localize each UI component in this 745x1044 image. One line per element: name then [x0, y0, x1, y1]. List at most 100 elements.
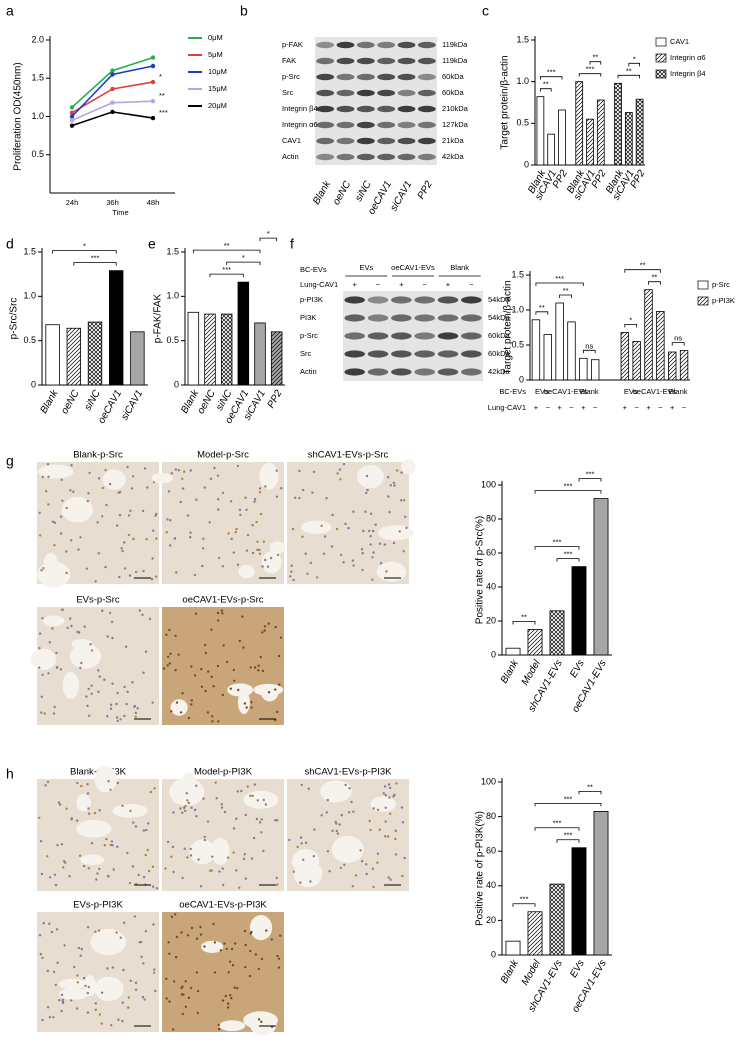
- nucleus: [87, 492, 90, 495]
- blot-band: [316, 57, 335, 65]
- nucleus: [53, 705, 56, 709]
- nucleus: [109, 703, 113, 706]
- nucleus: [347, 526, 350, 530]
- nucleus: [335, 527, 339, 531]
- nucleus: [39, 840, 43, 843]
- group-label: Blank: [580, 387, 599, 396]
- blot-band: [336, 137, 355, 145]
- blot-row-label: p-PI3K: [300, 295, 323, 304]
- blot-group-label: oeCAV1-EVs: [391, 263, 435, 272]
- nucleus: [60, 478, 63, 481]
- blot-band: [397, 121, 416, 129]
- nucleus: [133, 705, 136, 708]
- blot-size-label: 210kDa: [442, 104, 469, 113]
- blot-row-label: p-Src: [300, 331, 318, 340]
- y-tick-label: 0: [519, 374, 524, 384]
- nucleus: [199, 925, 202, 929]
- nucleus: [117, 491, 120, 494]
- y-tick-label: 80: [486, 811, 496, 821]
- bar: [270, 331, 283, 386]
- nucleus: [171, 845, 175, 849]
- nucleus: [338, 468, 342, 471]
- nucleus: [38, 647, 41, 650]
- nucleus: [339, 478, 342, 481]
- nucleus: [385, 570, 388, 573]
- nucleus: [264, 485, 267, 488]
- bar: [579, 357, 588, 381]
- nucleus: [217, 498, 220, 501]
- blot-band: [397, 153, 416, 161]
- nucleus: [270, 556, 273, 560]
- blot-band: [316, 137, 335, 145]
- nucleus: [401, 821, 405, 824]
- point: [150, 115, 156, 121]
- bar: [543, 334, 552, 381]
- significance: **: [543, 80, 549, 89]
- nucleus: [164, 867, 167, 870]
- nucleus: [83, 625, 86, 628]
- nucleus: [325, 497, 328, 500]
- nucleus: [263, 625, 267, 628]
- blot-band: [336, 105, 355, 113]
- bar: [505, 940, 521, 956]
- row-label: BC-EVs: [499, 387, 526, 396]
- significance: ***: [222, 265, 231, 274]
- alveolus: [293, 860, 323, 888]
- nucleus: [98, 809, 101, 812]
- blot-band: [437, 332, 459, 340]
- nucleus: [97, 929, 101, 932]
- nucleus: [94, 1002, 98, 1005]
- nucleus: [221, 867, 224, 870]
- nucleus: [170, 472, 173, 475]
- y-tick-label: 0: [31, 379, 36, 389]
- nucleus: [169, 519, 172, 522]
- nucleus: [100, 1022, 103, 1025]
- nucleus: [53, 521, 57, 524]
- nucleus: [88, 471, 91, 475]
- point: [69, 118, 75, 123]
- blot-band: [414, 368, 435, 376]
- nucleus: [90, 684, 93, 687]
- blot-band: [377, 89, 396, 97]
- nucleus: [86, 704, 89, 707]
- nucleus: [206, 711, 210, 714]
- blot-band: [461, 332, 482, 340]
- legend-swatch: [655, 53, 667, 63]
- nucleus: [168, 662, 171, 665]
- nucleus: [202, 537, 205, 540]
- nucleus: [48, 1016, 52, 1019]
- blot-sign: −: [469, 280, 474, 289]
- nucleus: [151, 865, 155, 868]
- nucleus: [128, 574, 132, 577]
- significance: ***: [586, 65, 595, 74]
- nucleus: [361, 552, 364, 555]
- blot-size-label: 119kDa: [442, 40, 468, 49]
- nucleus: [110, 840, 114, 843]
- blot-band: [316, 153, 335, 161]
- blot-band: [356, 153, 375, 161]
- blot-sign: +: [352, 280, 357, 289]
- nucleus: [256, 548, 259, 551]
- alveolus: [37, 561, 71, 588]
- nucleus: [226, 660, 229, 664]
- nucleus: [97, 669, 100, 672]
- alveolus: [102, 469, 126, 490]
- nucleus: [299, 836, 303, 839]
- nucleus: [70, 539, 73, 542]
- alveolus: [61, 496, 93, 523]
- nucleus: [396, 469, 399, 472]
- nucleus: [255, 520, 258, 524]
- nucleus: [183, 470, 186, 473]
- nucleus: [253, 783, 256, 786]
- nucleus: [199, 933, 203, 936]
- nucleus: [236, 790, 239, 793]
- nucleus: [245, 706, 248, 709]
- nucleus: [186, 799, 189, 802]
- nucleus: [262, 798, 265, 802]
- nucleus: [110, 620, 114, 624]
- nucleus: [384, 794, 387, 797]
- nucleus: [98, 1013, 102, 1016]
- nucleus: [131, 681, 134, 684]
- significance: ***: [564, 794, 573, 803]
- nucleus: [151, 885, 155, 888]
